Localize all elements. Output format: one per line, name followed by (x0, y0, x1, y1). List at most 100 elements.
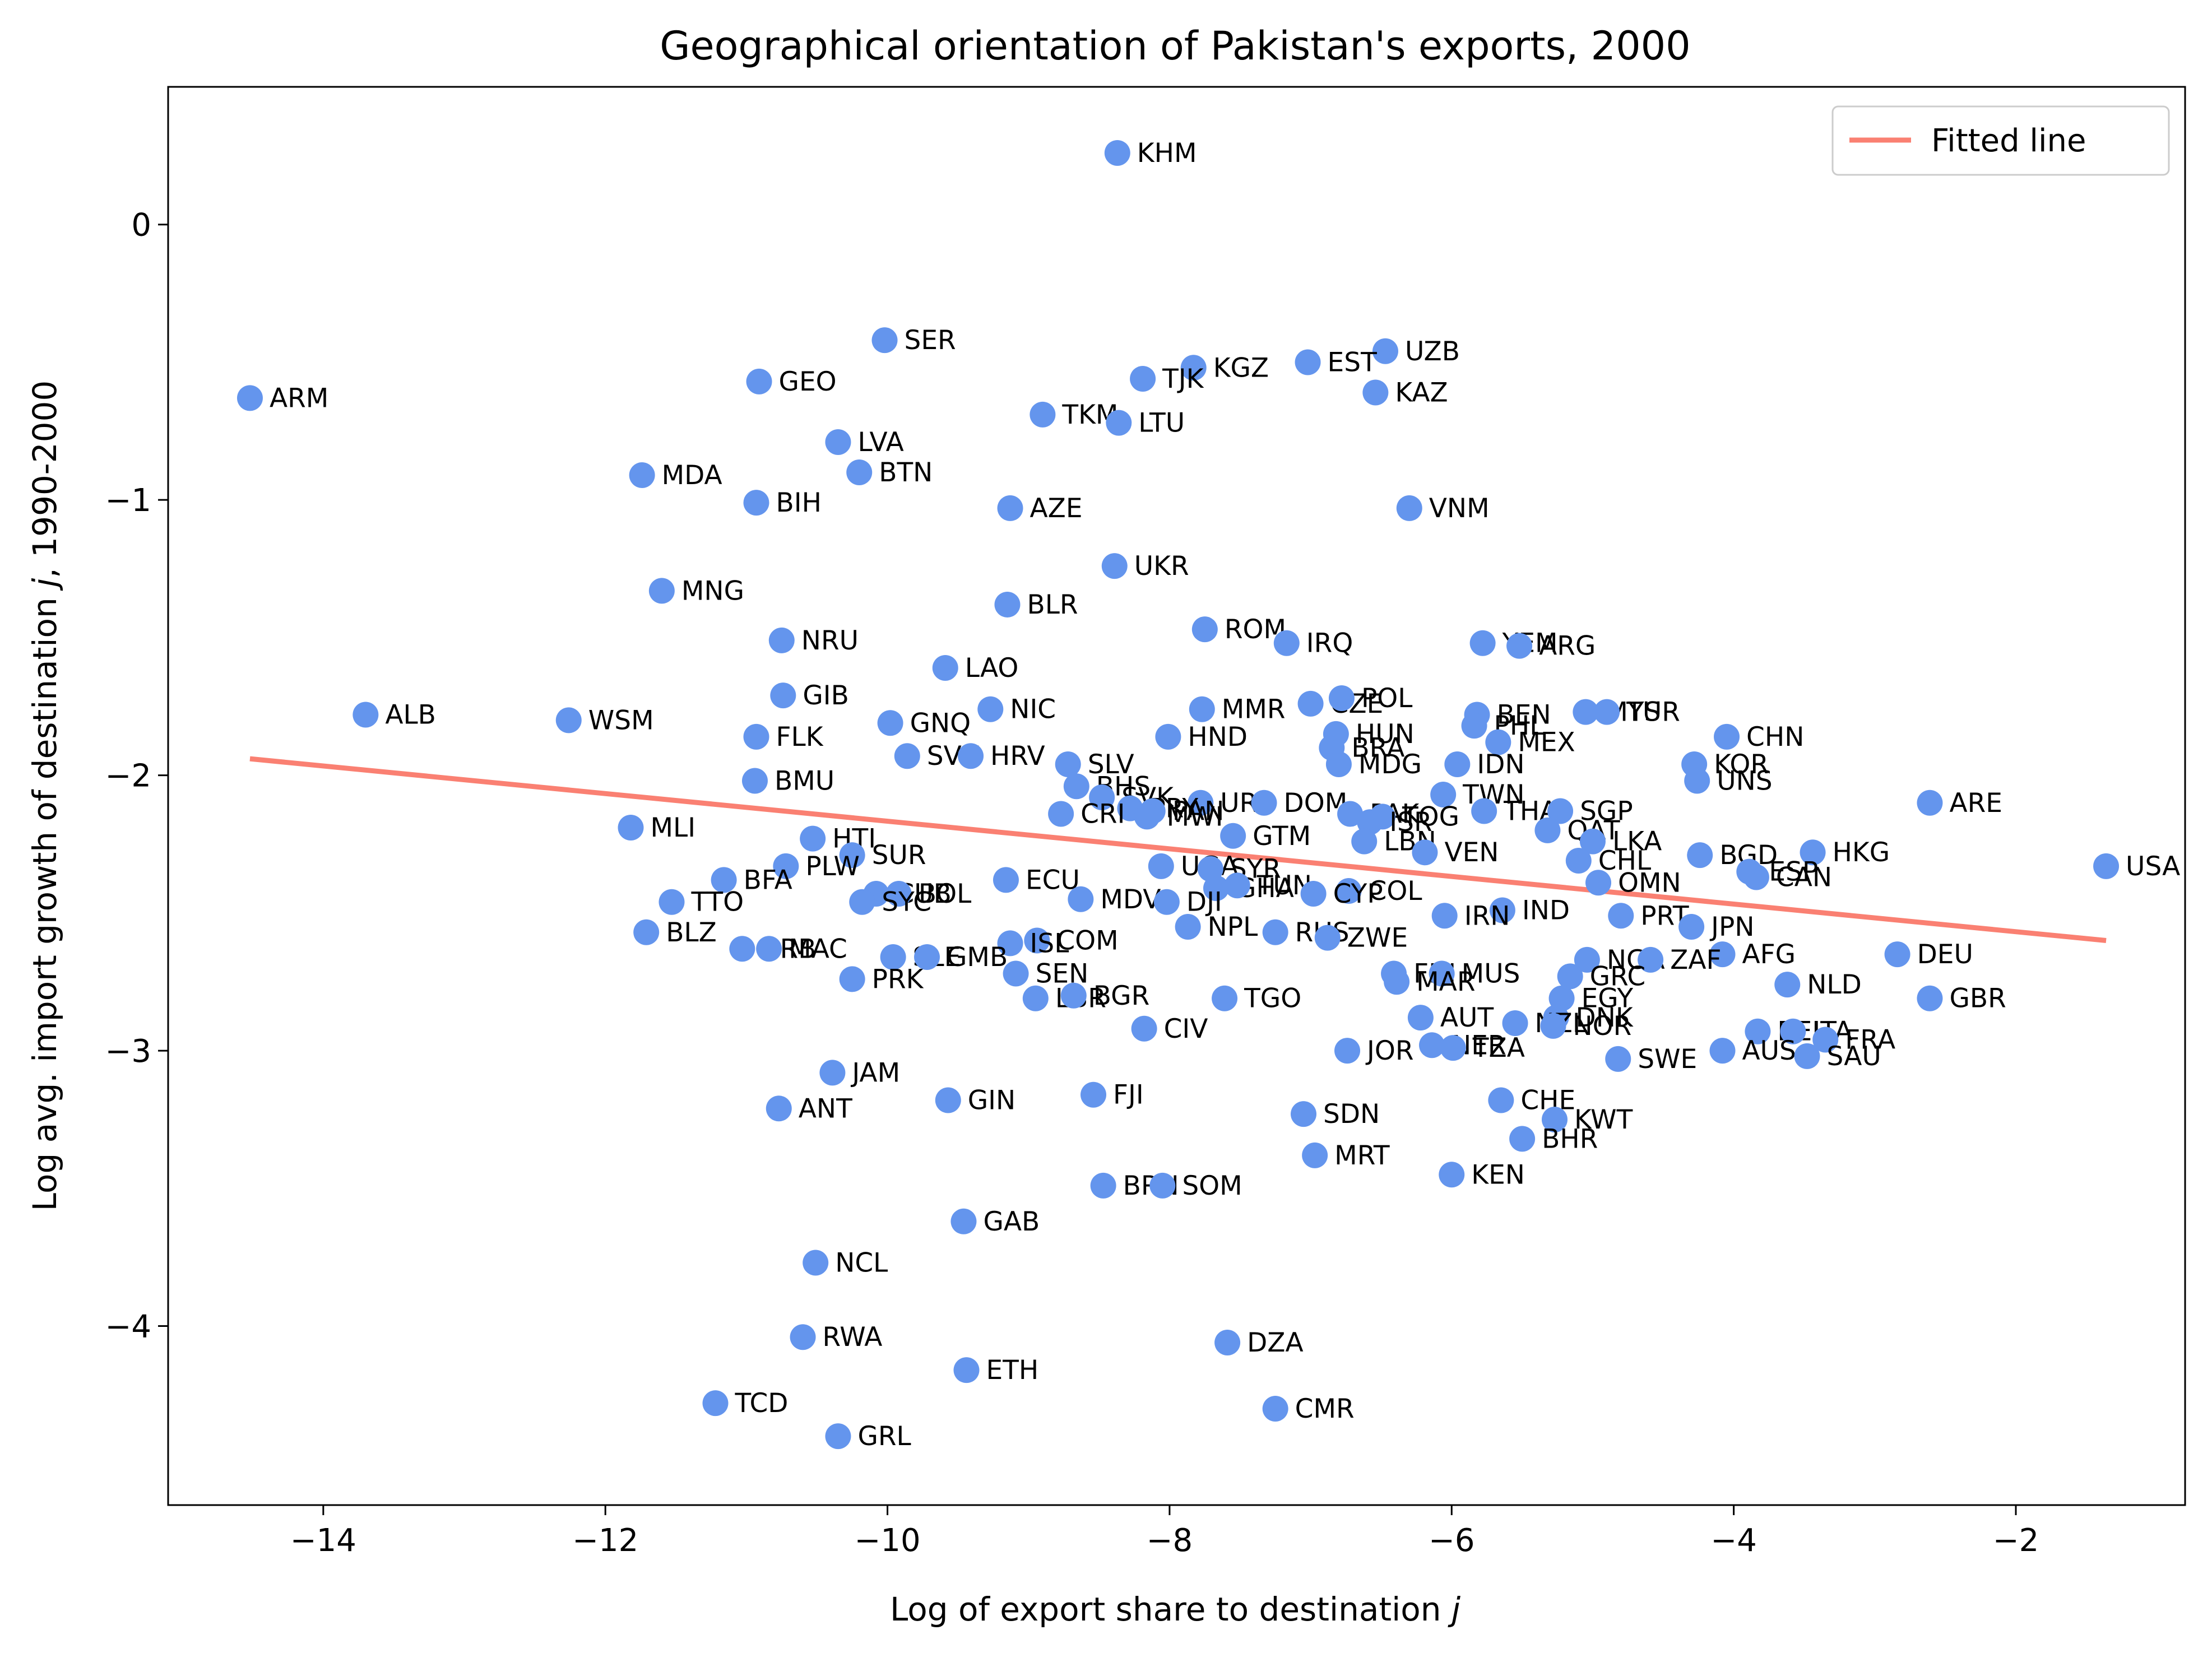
point-label-bgr: BGR (1093, 981, 1150, 1011)
point-label-aus: AUS (1742, 1036, 1796, 1066)
point-label-pan: PAN (1172, 796, 1225, 827)
point-label-arg: ARG (1539, 631, 1596, 662)
point-label-ven: VEN (1444, 837, 1499, 868)
point-label-mar: MAR (1416, 967, 1475, 997)
chart-title: Geographical orientation of Pakistan's e… (660, 23, 1690, 69)
point-label-mac: MAC (789, 934, 847, 964)
point-bel (1745, 1018, 1771, 1044)
point-label-isl: ISL (1030, 928, 1069, 959)
x-axis-label: Log of export share to destination j (890, 1590, 1461, 1628)
point-mdv (1068, 886, 1094, 912)
point-cri (1048, 801, 1074, 827)
point-wsm (555, 707, 582, 733)
point-label-ind: IND (1522, 895, 1570, 926)
point-label-dza: DZA (1247, 1327, 1304, 1358)
point-est (1295, 349, 1321, 375)
point-label-mus: MUS (1462, 958, 1520, 989)
point-dji (1153, 889, 1180, 915)
point-khm (1104, 140, 1130, 166)
point-label-mng: MNG (681, 575, 744, 606)
point-bmu (741, 768, 768, 794)
point-nic (977, 696, 1004, 722)
point-label-jam: JAM (850, 1057, 900, 1088)
point-label-grl: GRL (857, 1421, 911, 1452)
point-aze (997, 495, 1023, 521)
point-label-irn: IRN (1464, 900, 1510, 931)
x-tick-label: −4 (1710, 1522, 1757, 1559)
point-label-omn: OMN (1618, 867, 1681, 898)
point-ser (871, 327, 898, 354)
point-pak (1337, 801, 1364, 827)
point-mex (1485, 729, 1511, 755)
point-label-est: EST (1328, 347, 1378, 378)
point-btn (846, 459, 873, 486)
point-tza (1440, 1035, 1466, 1061)
point-label-blz: BLZ (666, 917, 717, 948)
point-gnq (877, 710, 903, 736)
point-label-aze: AZE (1030, 493, 1083, 524)
point-label-syc: SYC (882, 887, 931, 918)
point-kaz (1362, 379, 1389, 406)
point-omn (1585, 870, 1612, 896)
point-jpn (1678, 913, 1705, 940)
point-som (1149, 1172, 1176, 1199)
point-label-lka: LKA (1612, 827, 1662, 857)
point-gin (935, 1087, 961, 1113)
point-tcd (702, 1390, 729, 1417)
point-arg (1506, 633, 1533, 659)
point-brn (1090, 1172, 1116, 1199)
point-label-are: ARE (1949, 788, 2002, 819)
point-deu (1884, 941, 1910, 968)
point-bhr (1509, 1126, 1536, 1152)
plot-area: −14 −12 −10 −8 −6 −4 −2 0 −1 −2 −3 −4 KHM SER GEO ARM U… (105, 86, 2186, 1559)
point-ltu (1106, 410, 1132, 436)
point-label-wsm: WSM (588, 705, 654, 736)
point-label-cri: CRI (1081, 798, 1125, 829)
point-label-mmr: MMR (1222, 694, 1286, 725)
point-mli (618, 815, 644, 841)
point-plw (773, 853, 799, 879)
point-chn (1714, 723, 1740, 750)
point-ncl (803, 1250, 829, 1276)
point-gtm (1220, 823, 1246, 849)
point-mdg (1325, 751, 1352, 777)
point-flk (743, 723, 769, 750)
axis-ticks: −14 −12 −10 −8 −6 −4 −2 0 −1 −2 −3 −4 (105, 207, 2039, 1559)
y-tick-label: −1 (105, 482, 151, 519)
point-label-ltu: LTU (1138, 408, 1185, 439)
point-bfa (711, 867, 737, 893)
point-label-sur: SUR (872, 840, 926, 871)
fitted-line (249, 756, 2107, 943)
point-label-dnk: DNK (1576, 1002, 1634, 1033)
point-label-hrv: HRV (990, 741, 1045, 772)
point-lka (1579, 828, 1606, 855)
point-label-col: COL (1369, 876, 1422, 907)
x-tick-label: −14 (290, 1522, 356, 1559)
point-bgr (1060, 982, 1087, 1009)
point-label-esp: ESP (1769, 857, 1818, 888)
point-tur (1594, 699, 1620, 725)
point-nga (1574, 946, 1600, 973)
point-hnd (1155, 723, 1181, 750)
point-bol (885, 880, 912, 907)
fitted-line-layer (249, 756, 2107, 943)
point-label-bol: BOL (919, 879, 972, 909)
point-label-gib: GIB (803, 680, 849, 711)
point-label-kor: KOR (1714, 749, 1769, 780)
point-label-chl: CHL (1598, 846, 1651, 876)
point-label-hnd: HND (1188, 722, 1248, 753)
point-grl (825, 1423, 851, 1450)
point-label-mdg: MDG (1358, 749, 1422, 780)
point-are (1917, 790, 1943, 816)
point-dom (1251, 790, 1277, 816)
point-mwi (1134, 804, 1160, 830)
point-prt (1608, 903, 1634, 929)
point-label-tur: TUR (1626, 697, 1680, 728)
point-ecu (993, 867, 1019, 893)
point-label-som: SOM (1182, 1171, 1242, 1201)
point-label-vnm: VNM (1429, 493, 1490, 524)
point-label-plw: PLW (805, 851, 860, 882)
point-label-tog: TOG (1402, 801, 1459, 832)
x-tick-label: −2 (1993, 1522, 2039, 1559)
